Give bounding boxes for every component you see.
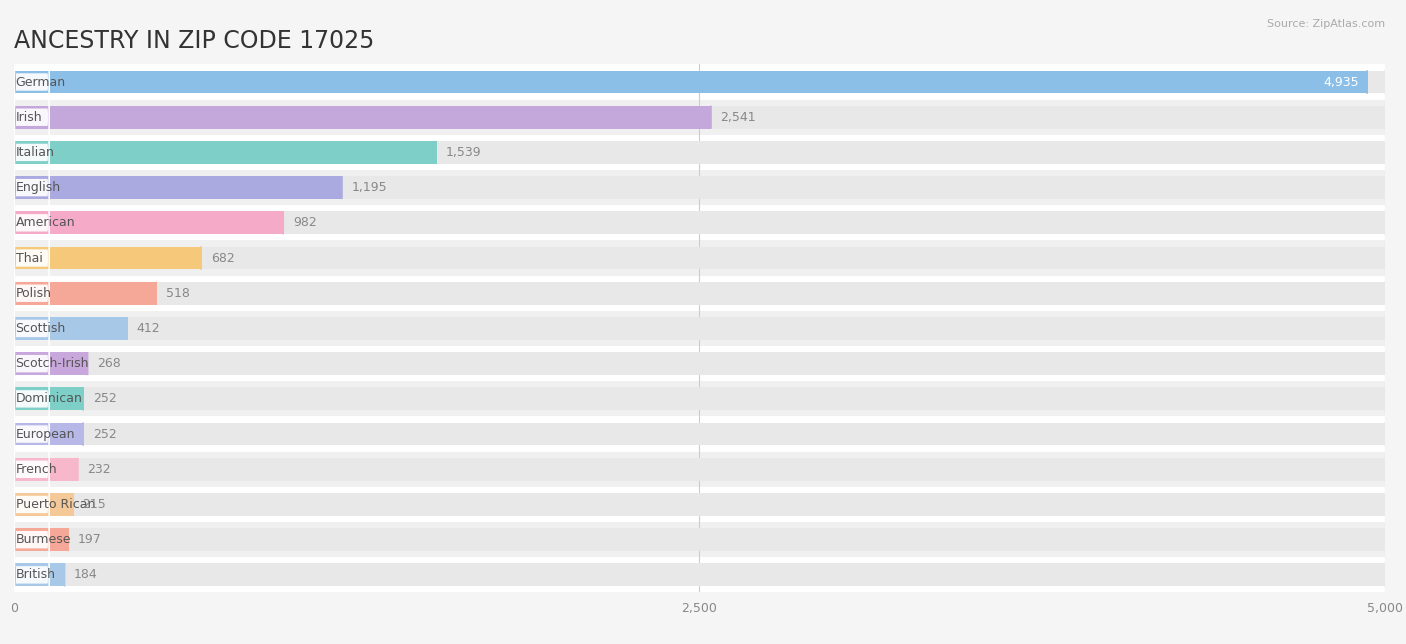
Text: British: British (15, 569, 55, 582)
Bar (14, 451, 1385, 487)
Bar (14, 564, 1385, 586)
FancyBboxPatch shape (14, 0, 49, 531)
Text: 184: 184 (75, 569, 98, 582)
Text: ANCESTRY IN ZIP CODE 17025: ANCESTRY IN ZIP CODE 17025 (14, 29, 374, 53)
Bar (14, 100, 1385, 135)
Bar (14, 135, 1385, 170)
Text: German: German (15, 75, 66, 88)
FancyBboxPatch shape (14, 91, 49, 636)
Bar (14, 176, 1385, 199)
Bar (14, 211, 1385, 234)
Text: Scotch-Irish: Scotch-Irish (15, 357, 89, 370)
FancyBboxPatch shape (14, 55, 49, 601)
Text: Polish: Polish (15, 287, 52, 299)
Bar (14, 528, 1385, 551)
Bar (14, 141, 436, 164)
FancyBboxPatch shape (14, 21, 49, 566)
Bar (14, 311, 1385, 346)
Text: 1,539: 1,539 (446, 146, 481, 159)
Bar (14, 317, 1385, 340)
FancyBboxPatch shape (14, 232, 49, 644)
FancyBboxPatch shape (14, 0, 49, 355)
Bar (14, 71, 1385, 93)
Text: 197: 197 (77, 533, 101, 546)
Bar (14, 458, 1385, 480)
Text: Source: ZipAtlas.com: Source: ZipAtlas.com (1267, 19, 1385, 30)
Text: Thai: Thai (15, 252, 42, 265)
Text: 268: 268 (97, 357, 121, 370)
Text: 982: 982 (292, 216, 316, 229)
Bar (14, 493, 1385, 516)
Text: 4,935: 4,935 (1323, 75, 1358, 88)
Text: Burmese: Burmese (15, 533, 72, 546)
Text: American: American (15, 216, 75, 229)
Bar (14, 282, 156, 305)
Bar (14, 381, 1385, 417)
Text: 232: 232 (87, 463, 111, 476)
Bar (14, 106, 1385, 129)
Text: 2,541: 2,541 (720, 111, 756, 124)
Bar (14, 247, 1385, 269)
FancyBboxPatch shape (14, 196, 49, 644)
Bar (14, 247, 201, 269)
Bar (14, 346, 1385, 381)
Bar (14, 352, 1385, 375)
Bar (14, 458, 77, 480)
Bar (14, 170, 1385, 205)
Text: European: European (15, 428, 75, 440)
Bar (14, 64, 1385, 100)
Text: 252: 252 (93, 392, 117, 405)
Bar (14, 282, 1385, 305)
Bar (14, 422, 1385, 446)
Text: 682: 682 (211, 252, 235, 265)
Text: English: English (15, 181, 60, 194)
Bar (14, 557, 1385, 592)
Bar (14, 205, 1385, 240)
Bar (14, 522, 1385, 557)
Bar (14, 417, 1385, 451)
Text: French: French (15, 463, 58, 476)
Text: 412: 412 (136, 322, 160, 335)
FancyBboxPatch shape (14, 267, 49, 644)
Text: Italian: Italian (15, 146, 55, 159)
Text: Puerto Rican: Puerto Rican (15, 498, 94, 511)
Bar (14, 276, 1385, 311)
FancyBboxPatch shape (14, 0, 49, 390)
Bar (14, 71, 1367, 93)
FancyBboxPatch shape (14, 0, 49, 496)
Bar (14, 176, 342, 199)
Bar (14, 352, 87, 375)
Text: Irish: Irish (15, 111, 42, 124)
Bar (14, 564, 65, 586)
FancyBboxPatch shape (14, 126, 49, 644)
Text: 1,195: 1,195 (352, 181, 387, 194)
Text: Scottish: Scottish (15, 322, 66, 335)
Bar (14, 141, 1385, 164)
Bar (14, 493, 73, 516)
Bar (14, 388, 83, 410)
Bar (14, 487, 1385, 522)
Text: Dominican: Dominican (15, 392, 83, 405)
Text: 215: 215 (83, 498, 107, 511)
FancyBboxPatch shape (14, 302, 49, 644)
Text: 518: 518 (166, 287, 190, 299)
Bar (14, 422, 83, 446)
Bar (14, 388, 1385, 410)
FancyBboxPatch shape (14, 161, 49, 644)
Bar (14, 106, 710, 129)
Bar (14, 211, 283, 234)
Bar (14, 317, 127, 340)
Bar (14, 240, 1385, 276)
FancyBboxPatch shape (14, 0, 49, 425)
FancyBboxPatch shape (14, 0, 49, 460)
Text: 252: 252 (93, 428, 117, 440)
Bar (14, 528, 67, 551)
